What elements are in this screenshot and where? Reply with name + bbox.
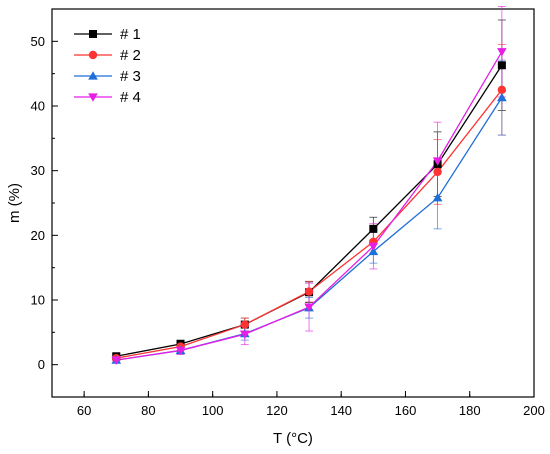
series-3-point: [497, 92, 507, 102]
x-tick-label: 200: [523, 403, 545, 418]
legend-marker-4: [88, 93, 98, 102]
data-markers: [111, 48, 507, 365]
y-tick-label: 0: [38, 357, 45, 372]
legend-label-1: # 1: [120, 26, 141, 43]
y-tick-label: 40: [31, 99, 45, 114]
legend-label-2: # 2: [120, 47, 141, 64]
legend-marker-1: [89, 30, 97, 38]
series-2-point: [240, 320, 249, 329]
series-1-point: [497, 61, 506, 70]
series-4-point: [240, 330, 250, 340]
series-1-point: [369, 224, 378, 233]
series-2-point: [304, 287, 314, 296]
series-4-point: [497, 48, 507, 57]
x-tick-label: 180: [459, 403, 481, 418]
y-tick-label: 20: [31, 228, 45, 243]
y-tick-label: 30: [31, 163, 45, 178]
x-tick-label: 80: [141, 403, 155, 418]
series-4-point: [175, 346, 186, 356]
x-tick-label: 120: [266, 403, 288, 418]
axes: 60 80 100 120 140 160 180 200 0 10 20 30 40 50: [31, 34, 545, 418]
x-axis-label: T (°C): [273, 430, 313, 447]
y-tick-label: 50: [31, 34, 45, 49]
series-2-point: [497, 85, 507, 95]
series-4-point: [432, 157, 443, 166]
legend-marker-3: [88, 71, 98, 80]
x-tick-label: 160: [395, 403, 417, 418]
legend-marker-2: [88, 50, 98, 60]
y-axis-label: m (%): [6, 183, 23, 223]
x-tick-label: 140: [330, 403, 352, 418]
series-4-point: [368, 242, 379, 252]
legend-label-4: # 4: [120, 89, 141, 106]
legend-label-3: # 3: [120, 68, 141, 85]
legend: # 1 # 2 # 3 # 4: [74, 26, 141, 106]
x-tick-label: 60: [77, 403, 91, 418]
series-3-point: [432, 193, 443, 202]
x-tick-label: 100: [202, 403, 224, 418]
series-2-point: [433, 167, 442, 177]
series-4-point: [111, 356, 122, 365]
series-4-point: [304, 303, 314, 312]
y-tick-label: 10: [31, 293, 45, 308]
